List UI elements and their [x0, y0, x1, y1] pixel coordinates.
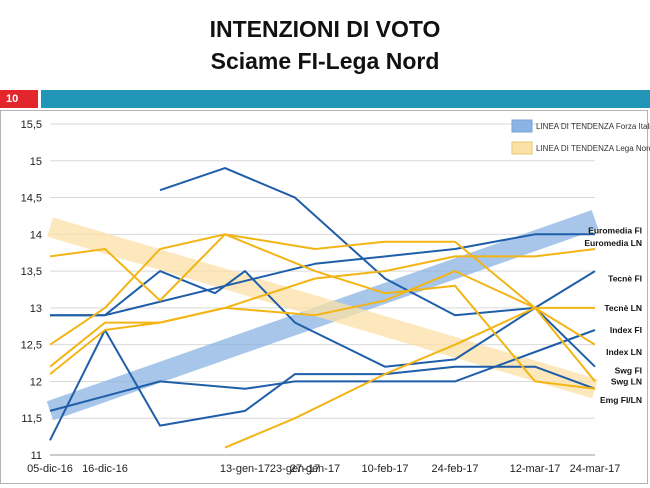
- series-index-ln: [49, 233, 596, 390]
- page-subtitle: Sciame FI-Lega Nord: [210, 48, 440, 74]
- series-tecn-ln: [49, 270, 595, 375]
- series-lines: [49, 167, 596, 449]
- y-tick-label: 14,5: [21, 193, 42, 205]
- chart-frame: [0, 110, 648, 484]
- x-tick-label: 23-gen-17: [270, 463, 320, 475]
- end-labels: Euromedia FI Euromedia LN Tecnè LN Index FI…: [584, 226, 642, 405]
- legend-swatch-fi: [511, 119, 533, 133]
- legend: LINEA DI TENDENZA Forza Italia LINEA DI T…: [511, 119, 650, 155]
- x-tick-label: 05-dic-16: [27, 463, 73, 475]
- x-tick-label: 24-feb-17: [431, 463, 478, 475]
- x-tick-label: 24-mar-17: [570, 463, 621, 475]
- series-emg-ln: [224, 306, 596, 449]
- y-tick-label: 12,5: [21, 340, 42, 352]
- y-tick-label: 13,5: [21, 266, 42, 278]
- x-tick-label: 16-dic-16: [82, 463, 128, 475]
- axes: 11 11,5 12 12,5 13 13,5 14 14,5 15 15,5 05-dic-16 1…: [21, 119, 621, 475]
- y-tick-label: 15: [30, 156, 42, 168]
- legend-swatch-ln: [511, 141, 533, 155]
- x-tick-label: 13-gen-17: [220, 463, 270, 475]
- series-index-fi: [49, 329, 596, 441]
- trend-bands: [46, 210, 599, 421]
- end-label: Index LN: [606, 347, 642, 357]
- x-tick-label: 10-feb-17: [361, 463, 408, 475]
- end-label: Euromedia LN: [584, 238, 642, 248]
- end-label: Emg FI/LN: [600, 395, 642, 405]
- y-tick-label: 14: [30, 229, 42, 241]
- legend-label-ln: LINEA DI TENDENZA Lega Nord: [536, 144, 650, 153]
- series-swg-ln: [49, 248, 596, 368]
- end-label: Tecnè FI: [608, 273, 642, 283]
- end-label: Index FI: [610, 325, 642, 335]
- slide-stripe: [41, 90, 650, 108]
- legend-label-fi: LINEA DI TENDENZA Forza Italia: [536, 122, 650, 131]
- slide-number: 10: [0, 90, 38, 108]
- y-tick-label: 12: [30, 376, 42, 388]
- end-label: Swg LN: [611, 376, 642, 386]
- y-tick-label: 13: [30, 303, 42, 315]
- y-tick-label: 11: [31, 450, 42, 462]
- end-label: Euromedia FI: [588, 226, 642, 236]
- trend_ln-band: [47, 217, 598, 399]
- y-tick-label: 11,5: [21, 413, 42, 425]
- series-euromedia-ln: [49, 233, 596, 346]
- slide-header-bar: 10: [0, 90, 650, 108]
- series-tecn-fi: [49, 329, 596, 412]
- end-label: Tecnè LN: [604, 303, 642, 313]
- end-label: Swg FI: [615, 365, 642, 375]
- page-title: INTENZIONI DI VOTO: [209, 16, 441, 42]
- x-tick-label: 27-gen-17: [290, 463, 340, 475]
- x-tick-label: 12-mar-17: [510, 463, 561, 475]
- y-tick-label: 15,5: [21, 119, 42, 131]
